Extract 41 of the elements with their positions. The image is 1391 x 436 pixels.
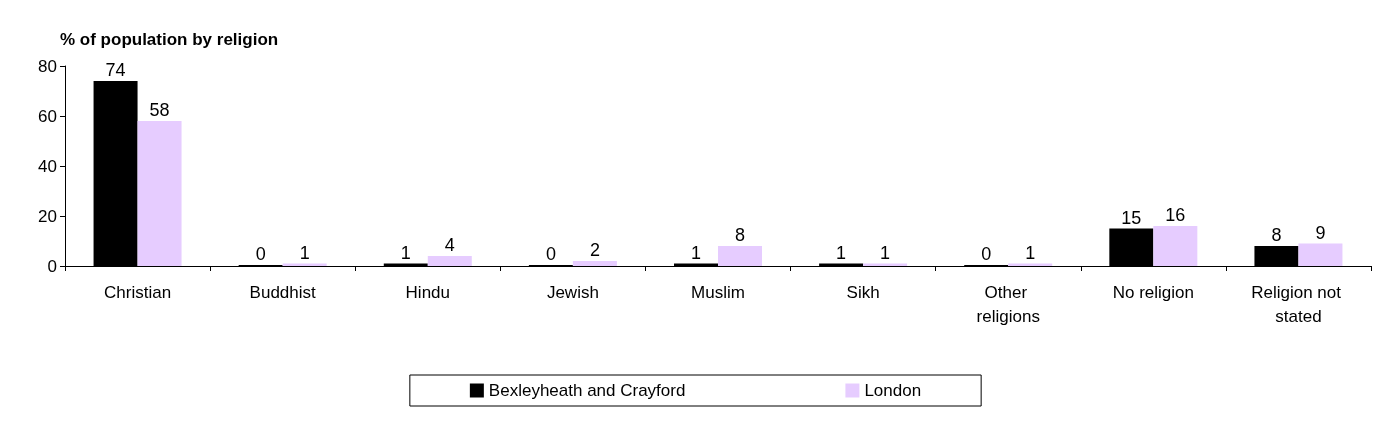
y-tick-label: 40 xyxy=(38,156,57,176)
bar xyxy=(1153,226,1198,266)
data-label: 1 xyxy=(836,242,847,263)
legend-label: Bexleyheath and Crayford xyxy=(488,381,686,400)
data-label: 1 xyxy=(1025,242,1036,263)
data-label: 1 xyxy=(299,242,310,263)
data-label: 1 xyxy=(690,242,702,263)
data-label: 1 xyxy=(880,242,891,263)
x-tick-label: Religion not stated xyxy=(1251,282,1346,326)
x-tick-label: Buddhist xyxy=(249,282,317,302)
x-tick-label: No religion xyxy=(1112,282,1194,302)
data-label: 9 xyxy=(1315,222,1326,243)
bar xyxy=(718,246,762,266)
data-label: 0 xyxy=(545,244,556,264)
y-tick-label: 20 xyxy=(38,206,57,226)
y-tick-label: 0 xyxy=(47,256,57,276)
data-label: 1 xyxy=(400,242,411,263)
bar xyxy=(1298,243,1343,266)
data-label: 15 xyxy=(1121,207,1142,228)
x-tick-label: Christian xyxy=(104,282,172,302)
bar xyxy=(137,121,182,266)
x-tick-label: Sikh xyxy=(846,282,880,302)
x-tick-label: Hindu xyxy=(405,282,450,302)
x-tick-label: Other religions xyxy=(976,282,1040,326)
data-label: 2 xyxy=(589,240,600,260)
data-label: 74 xyxy=(105,60,126,80)
data-label: 0 xyxy=(255,244,266,264)
data-label: 0 xyxy=(981,244,992,264)
bar xyxy=(572,261,617,266)
data-label: 58 xyxy=(149,100,170,120)
data-label: 8 xyxy=(734,225,746,245)
y-axis-title: % of population by religion xyxy=(60,30,279,49)
y-tick-label: 80 xyxy=(38,56,57,76)
x-tick-label: Muslim xyxy=(691,282,745,302)
y-tick-label: 60 xyxy=(38,106,57,126)
x-tick-label: Jewish xyxy=(546,282,599,302)
legend-label: London xyxy=(864,381,922,400)
data-label: 8 xyxy=(1271,225,1282,245)
data-label: 4 xyxy=(444,235,455,255)
bar xyxy=(427,256,472,266)
data-label: 16 xyxy=(1165,205,1186,225)
